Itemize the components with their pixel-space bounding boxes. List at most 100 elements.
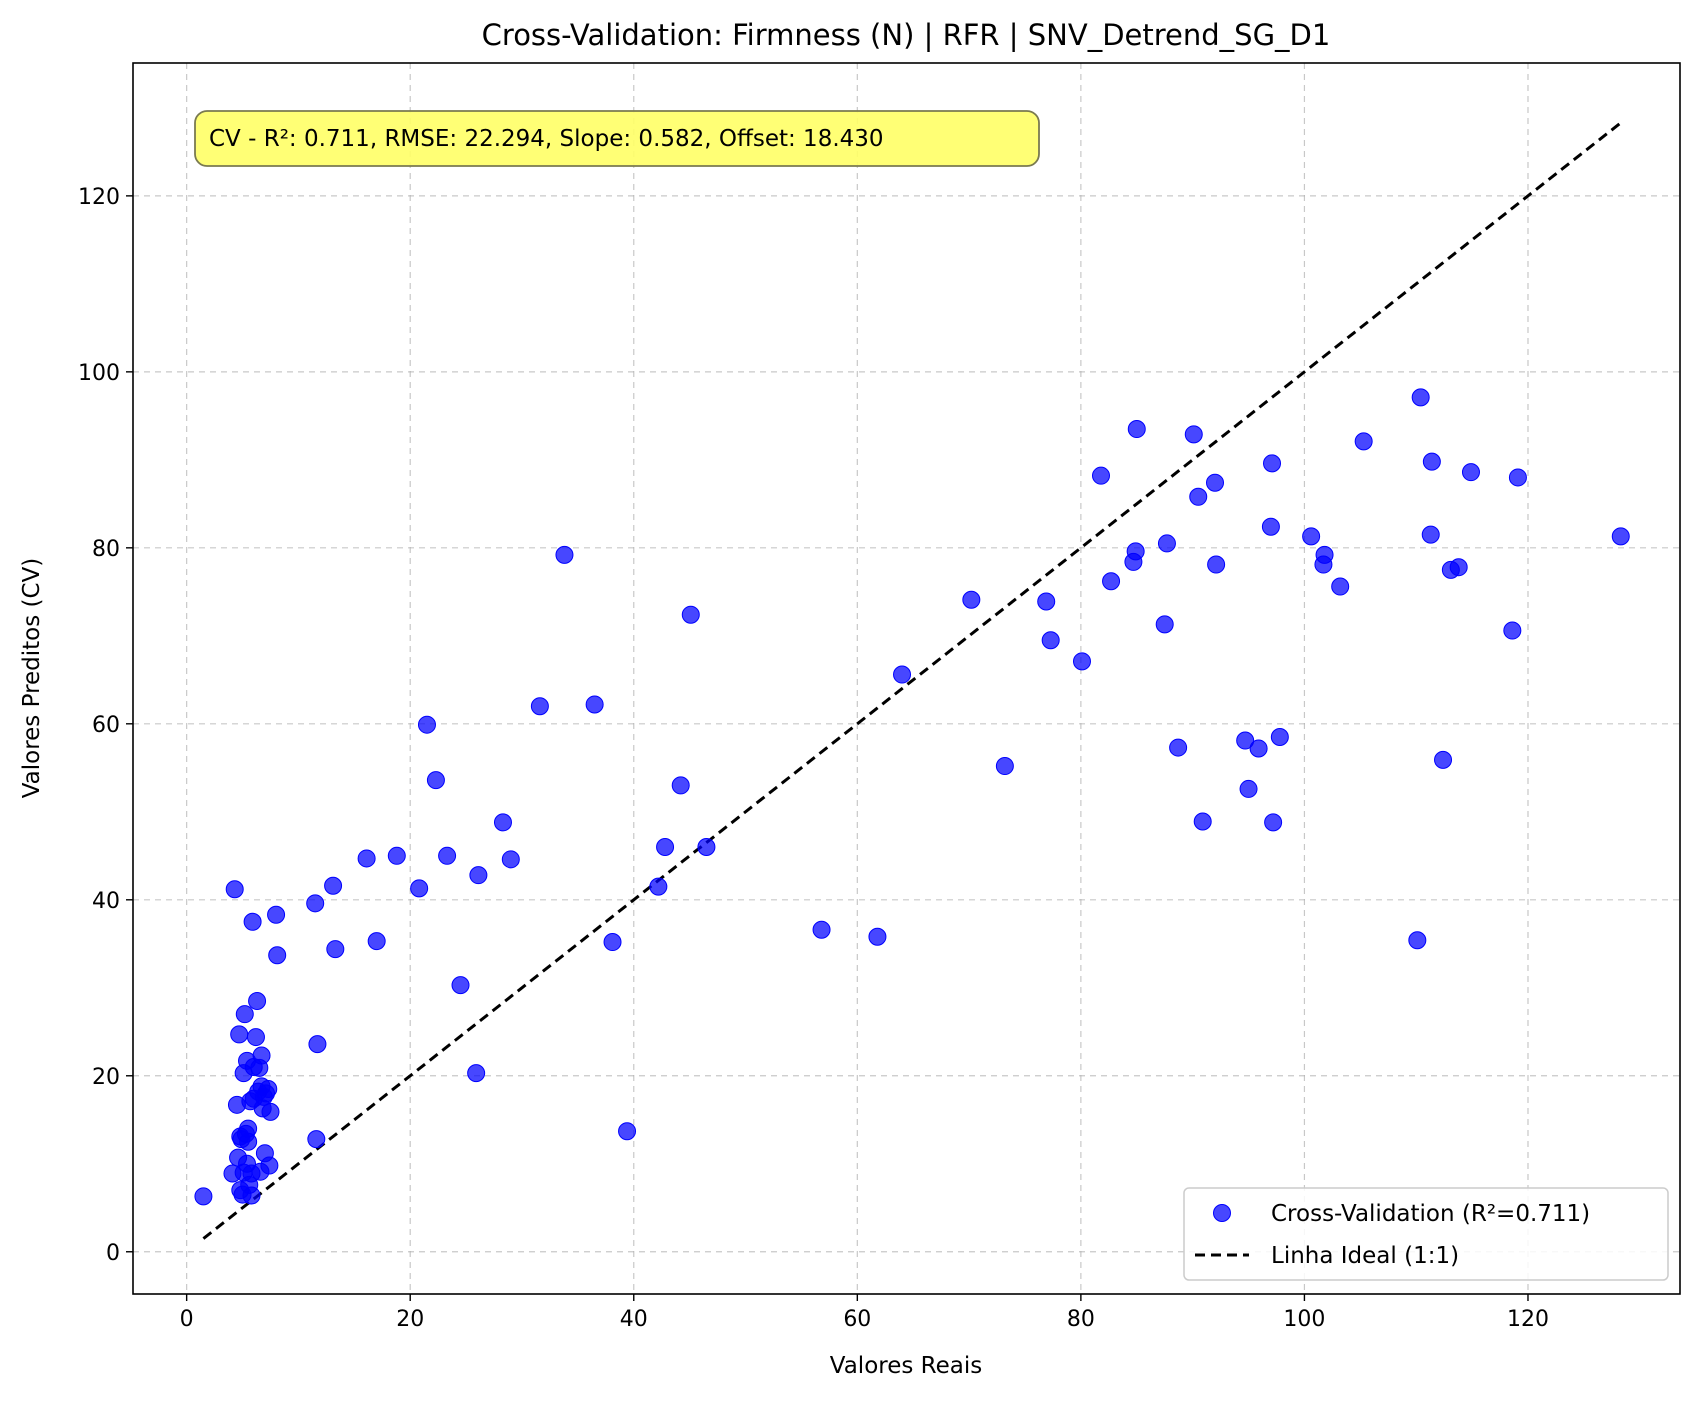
x-axis-label: Valores Reais — [830, 1353, 982, 1379]
data-point — [307, 1130, 326, 1149]
data-point — [1461, 463, 1480, 482]
annotation-box — [194, 110, 1040, 167]
data-point — [1331, 577, 1350, 596]
data-point — [469, 866, 488, 885]
y-axis-label: Valores Preditos (CV) — [19, 558, 45, 799]
data-points — [194, 388, 1630, 1206]
data-point — [1126, 542, 1145, 561]
data-point — [812, 920, 831, 939]
data-point — [1449, 558, 1468, 577]
data-point — [501, 850, 520, 869]
data-point — [252, 1046, 271, 1065]
data-point — [261, 1102, 280, 1121]
data-point — [530, 697, 549, 716]
data-point — [1503, 621, 1522, 640]
data-point — [1037, 592, 1056, 611]
data-point — [260, 1156, 279, 1175]
legend-box — [1183, 1187, 1669, 1281]
data-point — [1411, 388, 1430, 407]
data-point — [451, 976, 470, 995]
data-point — [324, 876, 343, 895]
data-point — [1127, 420, 1146, 439]
data-point — [1264, 813, 1283, 832]
data-point — [438, 846, 457, 865]
plot-frame — [132, 62, 1681, 1295]
y-tick-label: 20 — [92, 1065, 120, 1090]
data-point — [242, 1186, 261, 1205]
ideal-line — [202, 121, 1622, 1240]
data-point — [259, 1079, 278, 1098]
data-point — [467, 1064, 486, 1083]
data-point — [1611, 527, 1630, 546]
data-point — [1193, 812, 1212, 831]
data-point — [417, 715, 436, 734]
data-point — [649, 877, 668, 896]
legend: Cross-Validation (R²=0.711) Linha Ideal … — [1183, 1187, 1669, 1281]
data-point — [1091, 466, 1110, 485]
x-axis-ticks: 0 20 40 60 80 100 120 — [180, 1294, 1549, 1332]
data-point — [555, 545, 574, 564]
data-point — [1239, 779, 1258, 798]
data-point — [1041, 631, 1060, 650]
data-point — [893, 665, 912, 684]
data-point — [239, 1132, 258, 1151]
y-tick-label: 0 — [106, 1241, 120, 1266]
metrics-annotation: CV - R²: 0.711, RMSE: 22.294, Slope: 0.5… — [194, 110, 1040, 167]
data-point — [1206, 473, 1225, 492]
x-tick-label: 40 — [620, 1307, 648, 1332]
data-point — [1261, 517, 1280, 536]
data-point — [1189, 487, 1208, 506]
data-point — [246, 1028, 265, 1047]
x-tick-label: 100 — [1283, 1307, 1325, 1332]
data-point — [1354, 432, 1373, 451]
data-point — [1072, 652, 1091, 671]
data-point — [426, 771, 445, 790]
data-point — [1508, 468, 1527, 487]
data-point — [306, 894, 325, 913]
data-point — [1263, 454, 1282, 473]
data-point — [1157, 534, 1176, 553]
data-point — [493, 813, 512, 832]
y-tick-label: 60 — [92, 713, 120, 738]
y-axis-ticks: 0 20 40 60 80 100 120 — [78, 185, 133, 1266]
data-point — [410, 879, 429, 898]
y-tick-label: 100 — [78, 361, 120, 386]
data-point — [603, 933, 622, 952]
x-tick-label: 80 — [1067, 1307, 1095, 1332]
data-point — [681, 605, 700, 624]
data-point — [387, 846, 406, 865]
x-tick-label: 0 — [180, 1307, 194, 1332]
data-point — [248, 991, 267, 1010]
data-point — [1102, 572, 1121, 591]
chart-title: Cross-Validation: Firmness (N) | RFR | S… — [482, 18, 1331, 52]
data-point — [357, 849, 376, 868]
data-point — [1270, 728, 1289, 747]
data-point — [585, 695, 604, 714]
legend-label-ideal-line: Linha Ideal (1:1) — [1271, 1243, 1459, 1269]
legend-marker-scatter — [1213, 1204, 1231, 1222]
data-point — [267, 905, 286, 924]
legend-label-scatter: Cross-Validation (R²=0.711) — [1271, 1201, 1590, 1227]
y-tick-label: 80 — [92, 537, 120, 562]
x-tick-label: 60 — [843, 1307, 871, 1332]
data-point — [1421, 525, 1440, 544]
y-tick-label: 40 — [92, 889, 120, 914]
data-point — [194, 1187, 213, 1206]
data-point — [230, 1025, 249, 1044]
y-tick-label: 120 — [78, 185, 120, 210]
data-point — [1315, 545, 1334, 564]
data-point — [995, 757, 1014, 776]
data-point — [225, 880, 244, 899]
data-point — [1422, 452, 1441, 471]
data-point — [268, 946, 287, 965]
data-point — [697, 838, 716, 857]
annotation-text: CV - R²: 0.711, RMSE: 22.294, Slope: 0.5… — [209, 126, 884, 152]
grid-lines — [133, 63, 1680, 1294]
data-point — [618, 1122, 637, 1141]
data-point — [671, 776, 690, 795]
data-point — [235, 1005, 254, 1024]
data-point — [1434, 750, 1453, 769]
data-point — [326, 940, 345, 959]
